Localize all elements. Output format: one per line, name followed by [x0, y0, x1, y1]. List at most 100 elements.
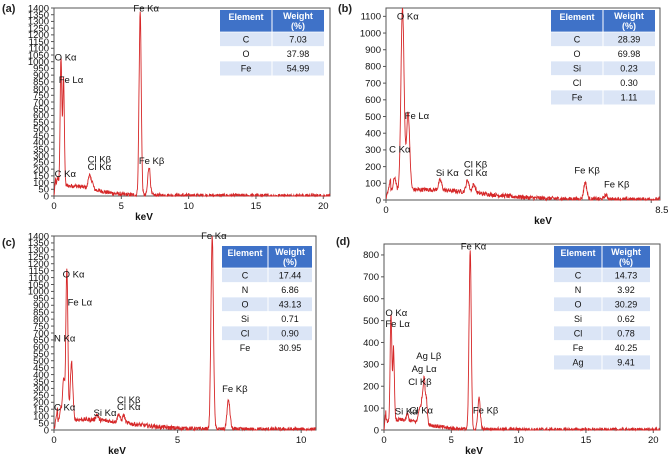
spectrum-line [53, 11, 331, 198]
spectrum-panel-1: (a)0501001502002503003504004505005506006… [2, 3, 331, 223]
y-tick-label: 600 [33, 111, 49, 122]
y-tick-label: 0 [44, 191, 49, 202]
x-tick-label: 10 [183, 201, 194, 212]
table-element-cell: O [241, 300, 248, 310]
table-weight-cell: 0.90 [281, 329, 299, 339]
spectrum-line [385, 7, 661, 202]
x-axis-title: keV [534, 216, 552, 227]
y-tick-label: 800 [33, 84, 49, 95]
y-tick-label: 500 [33, 356, 49, 367]
y-tick-label: 400 [365, 129, 381, 140]
y-tick-label: 1200 [28, 259, 49, 270]
table-weight-cell: 17.44 [279, 271, 302, 281]
panel-label: (b) [338, 3, 352, 15]
y-tick-label: 1000 [28, 287, 49, 298]
y-tick-label: 850 [33, 308, 49, 319]
y-tick-label: 1100 [29, 44, 49, 55]
spectrum-line [383, 250, 660, 432]
y-tick-label: 650 [33, 335, 49, 346]
y-tick-label: 750 [33, 321, 49, 332]
table-header-bg [222, 246, 312, 268]
panel-label: (c) [2, 237, 16, 249]
y-tick-label: 200 [365, 162, 381, 173]
peak-label: Fe Lα [405, 111, 430, 122]
y-tick-label: 300 [33, 384, 49, 395]
peak-label: Fe Kβ [139, 156, 165, 167]
peak-label: Fe Kα [133, 3, 159, 14]
plot-frame [385, 7, 661, 201]
peak-label: Ag Lα [412, 364, 438, 375]
y-tick-label: 100 [365, 179, 381, 190]
peak-label: Fe Kβ [604, 179, 630, 190]
table-row [222, 340, 312, 355]
peak-label: Cl Kα [464, 168, 488, 179]
y-tick-label: 950 [33, 294, 49, 305]
table-header-weight: Weight [283, 11, 313, 21]
peak-label: Cl Kα [117, 402, 141, 413]
y-tick-label: 550 [33, 349, 49, 360]
y-tick-label: 0 [376, 195, 381, 206]
y-tick-label: 300 [365, 145, 381, 156]
y-tick-label: 350 [33, 144, 49, 155]
x-axis-title: keV [465, 446, 483, 457]
table-element-cell: O [573, 49, 580, 59]
table-element-cell: O [242, 49, 249, 59]
y-tick-label: 700 [363, 272, 379, 283]
peak-label: Fe Kβ [222, 384, 248, 395]
peak-label: O Kα [55, 52, 77, 63]
table-weight-cell: 40.25 [615, 343, 638, 353]
x-tick-label: 0 [51, 435, 56, 446]
table-element-cell: C [575, 271, 582, 281]
y-tick-label: 300 [363, 360, 379, 371]
table-weight-cell: 14.73 [615, 271, 638, 281]
table-weight-cell: 1.11 [621, 93, 638, 103]
table-element-cell: Fe [240, 343, 251, 353]
y-tick-label: 400 [33, 138, 49, 149]
y-tick-label: 900 [365, 45, 381, 56]
peak-label: Fe Lα [385, 319, 410, 330]
y-tick-label: 0 [374, 425, 379, 436]
table-element-cell: Ag [572, 358, 583, 368]
table-weight-cell: 0.78 [617, 329, 635, 339]
y-tick-label: 300 [33, 151, 49, 162]
table-element-cell: Cl [573, 78, 582, 88]
y-tick-label: 450 [33, 131, 49, 142]
panel-label: (a) [2, 3, 16, 15]
x-tick-label: 5 [175, 435, 180, 446]
x-tick-label: 8.518 [655, 205, 668, 216]
table-weight-cell: 0.30 [620, 78, 638, 88]
spectrum-panel-3: (c)0501001502002503003504004505005506006… [2, 231, 317, 457]
peak-label: Fe Kα [201, 231, 227, 242]
table-element-cell: Fe [241, 64, 252, 74]
table-element-cell: Fe [572, 93, 583, 103]
y-tick-label: 0 [44, 425, 49, 436]
spectrum-panel-2: (b) 0 100 200 300 400 500 600 700 800 900 1000 1100 0… [338, 3, 668, 227]
y-tick-label: 100 [33, 411, 49, 422]
peak-label: Si Kα [395, 407, 418, 418]
panel-label: (d) [336, 236, 350, 248]
y-tick-label: 1400 [28, 3, 49, 14]
y-tick-label: 150 [33, 171, 49, 182]
table-weight-cell: 0.23 [620, 64, 638, 74]
peak-label: Fe Kα [461, 241, 487, 252]
peak-label: Fe Kβ [574, 165, 600, 176]
peak-label: O Kα [397, 12, 419, 23]
y-tick-label: 600 [363, 294, 379, 305]
peak-label: Cl Kβ [88, 154, 112, 165]
y-tick-label: 1050 [28, 50, 49, 61]
table-header-weight: Weight [611, 247, 641, 257]
peak-label: N Kα [54, 333, 76, 344]
y-tick-label: 500 [365, 112, 381, 123]
table-weight-cell: 69.98 [618, 49, 641, 59]
composition-table: Element Weight(%) C 17.44 N 6.86 O 43.13 Si 0.71 C… [222, 246, 312, 355]
y-tick-label: 1150 [29, 37, 49, 48]
y-tick-label: 1250 [28, 252, 49, 263]
table-element-cell: C [242, 271, 249, 281]
peak-label: Fe Kβ [473, 406, 499, 417]
table-element-cell: N [575, 285, 582, 295]
spectrum-panel-4: (d) 0 100 200 300 400 500 600 700 800 0 5 10 15 20 keV O… [336, 236, 661, 457]
peak-label: Cl Kβ [408, 377, 432, 388]
table-weight-cell: 30.29 [615, 300, 638, 310]
y-tick-label: 950 [33, 64, 49, 75]
